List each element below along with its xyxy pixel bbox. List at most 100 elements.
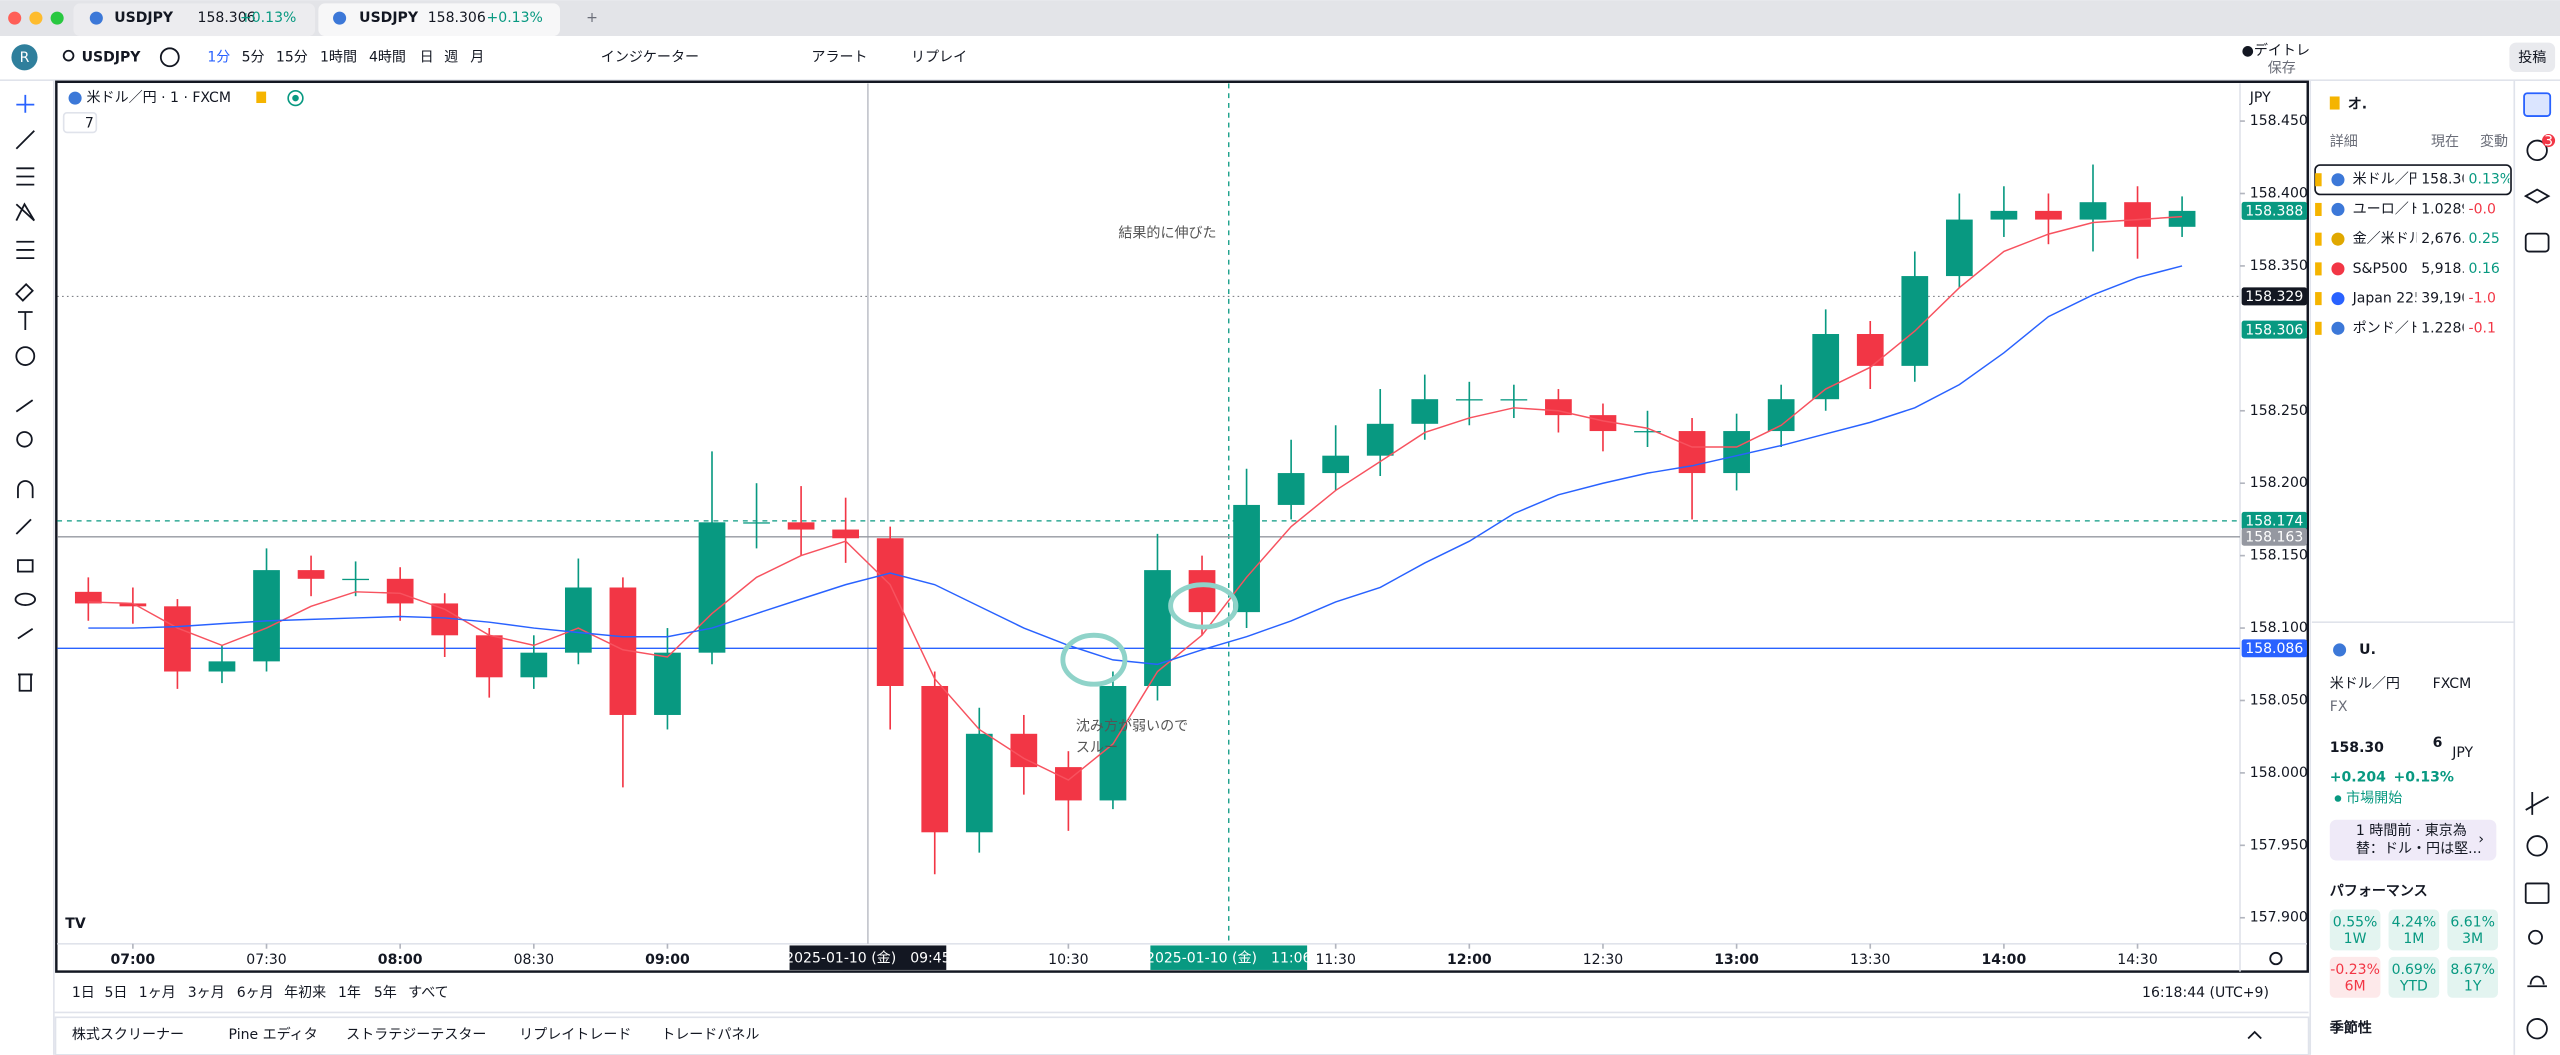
row-change: -0.1 [2469, 320, 2496, 336]
price-tag [2241, 527, 2307, 546]
tab-active[interactable] [318, 3, 560, 37]
toolbar [0, 36, 2560, 81]
candle-body [475, 635, 503, 678]
annotation: 沈み方が弱いので [1076, 719, 1188, 735]
range-button[interactable]: 5日 [104, 985, 127, 1001]
candle-body [1500, 399, 1528, 401]
x-tick-label: 14:30 [2117, 952, 2157, 968]
compare-icon[interactable] [159, 47, 180, 68]
chart-title: 米ドル／円 · 1 · FXCM [87, 90, 231, 106]
candle-body [1233, 504, 1260, 613]
min-dot[interactable] [29, 11, 43, 25]
range-button[interactable]: 1ヶ月 [139, 985, 176, 1001]
publish-button[interactable] [2509, 42, 2556, 72]
row-last: 1.2286 [2421, 320, 2470, 336]
layout-name[interactable]: ●デイトレ [2242, 42, 2310, 59]
candle-body [119, 603, 147, 607]
settings-icon[interactable] [2269, 951, 2283, 966]
interval[interactable]: 月 [470, 49, 484, 65]
x-tick-label: 12:00 [1447, 952, 1492, 968]
max-dot[interactable] [50, 11, 64, 25]
panel-tab[interactable]: トレードパネル [661, 1027, 759, 1043]
annotation: 結果的に伸びた [1118, 226, 1216, 242]
interval[interactable]: 日 [420, 49, 434, 65]
range-button[interactable]: 1日 [72, 985, 95, 1001]
tab-symbol: USDJPY [359, 10, 419, 26]
ma-line [88, 265, 2183, 666]
x-tick-label: 13:00 [1714, 952, 1759, 968]
panel-tab[interactable]: 株式スクリーナー [72, 1027, 184, 1043]
ma-line [88, 215, 2183, 781]
new-tab[interactable]: + [586, 10, 598, 26]
interval[interactable]: 1分 [207, 49, 230, 65]
indicator-toggle[interactable] [62, 111, 98, 134]
candle-body [1545, 399, 1572, 416]
alert[interactable]: アラート [811, 49, 867, 65]
indicators[interactable]: インジケーター [601, 49, 699, 65]
chart-pane [55, 80, 2309, 973]
range-button[interactable]: 1年 [338, 985, 361, 1001]
interval[interactable]: 15分 [276, 49, 308, 65]
row-last: 158.306 [2421, 172, 2479, 188]
column-header: 詳細 [2330, 134, 2358, 150]
column-header: 現在 [2431, 134, 2459, 150]
y-tick-label: 158.100 [2250, 620, 2308, 636]
candle-body [654, 652, 681, 715]
replay[interactable]: リプレイ [911, 49, 967, 65]
tab-price: 158.306 [428, 10, 486, 26]
range-button[interactable]: 6ヶ月 [237, 985, 274, 1001]
candle-body [1188, 570, 1216, 613]
tab[interactable] [73, 3, 316, 37]
row-name[interactable]: S&P500 [2353, 261, 2408, 277]
row-name[interactable]: ユーロ／ドル [2353, 201, 2437, 217]
range-button[interactable]: すべて [408, 985, 449, 1001]
candle-body [965, 733, 993, 833]
perf-period: 6M [2345, 978, 2366, 994]
close-dot[interactable] [8, 11, 22, 25]
row-name[interactable]: 金／米ドル [2353, 231, 2423, 247]
panel-tab[interactable]: ストラテジーテスター [346, 1027, 486, 1043]
symbol-search[interactable]: USDJPY [82, 49, 142, 65]
candle-body [832, 529, 860, 539]
range-button[interactable]: 3ヶ月 [188, 985, 225, 1001]
candle-body [386, 578, 414, 604]
interval[interactable]: 5分 [242, 49, 265, 65]
interval[interactable]: 週 [444, 49, 458, 65]
publish: 投稿 [2518, 50, 2546, 66]
range-button[interactable]: 5年 [374, 985, 397, 1001]
news-card[interactable] [2329, 819, 2497, 861]
candle-body [2035, 210, 2062, 220]
interval[interactable]: 4時間 [369, 49, 406, 65]
layout-status: 保存 [2268, 61, 2296, 77]
candle-body [297, 570, 325, 579]
highlight-circle [1168, 582, 1239, 630]
row-name[interactable]: 米ドル／円 [2353, 172, 2423, 188]
avatar[interactable] [11, 44, 38, 71]
watchlist-title[interactable]: オ. [2348, 97, 2367, 113]
perf-cell [2388, 956, 2440, 998]
range-button[interactable]: 年初来 [284, 984, 326, 1001]
search-icon [62, 49, 75, 62]
plot-area [57, 83, 2240, 944]
x-tick-label: 10:30 [1048, 952, 1088, 968]
price-tag-label: 158.086 [2245, 641, 2303, 657]
row-name[interactable]: Japan 225 [2352, 291, 2423, 307]
time-tag-label: 2025-01-10 (金) 09:45 [785, 951, 950, 967]
candle-body [1901, 276, 1929, 366]
flag [89, 11, 103, 25]
interval[interactable]: 1時間 [320, 49, 357, 65]
expand-icon[interactable] [2247, 1030, 2262, 1040]
panel-tab[interactable]: Pine エディタ [229, 1026, 318, 1043]
y-tick-label: 157.900 [2250, 910, 2308, 926]
currency[interactable]: JPY [2249, 90, 2271, 106]
panel-tab[interactable]: リプレイトレード [519, 1027, 631, 1043]
price-tag [2241, 287, 2307, 306]
flag-marker [2315, 173, 2322, 187]
y-tick-label: 158.200 [2250, 475, 2308, 491]
row-name[interactable]: ポンド／ドル [2353, 320, 2437, 336]
perf-period: 1Y [2464, 978, 2482, 994]
candle-body [1634, 431, 1661, 433]
y-tick-label: 158.400 [2250, 186, 2308, 202]
